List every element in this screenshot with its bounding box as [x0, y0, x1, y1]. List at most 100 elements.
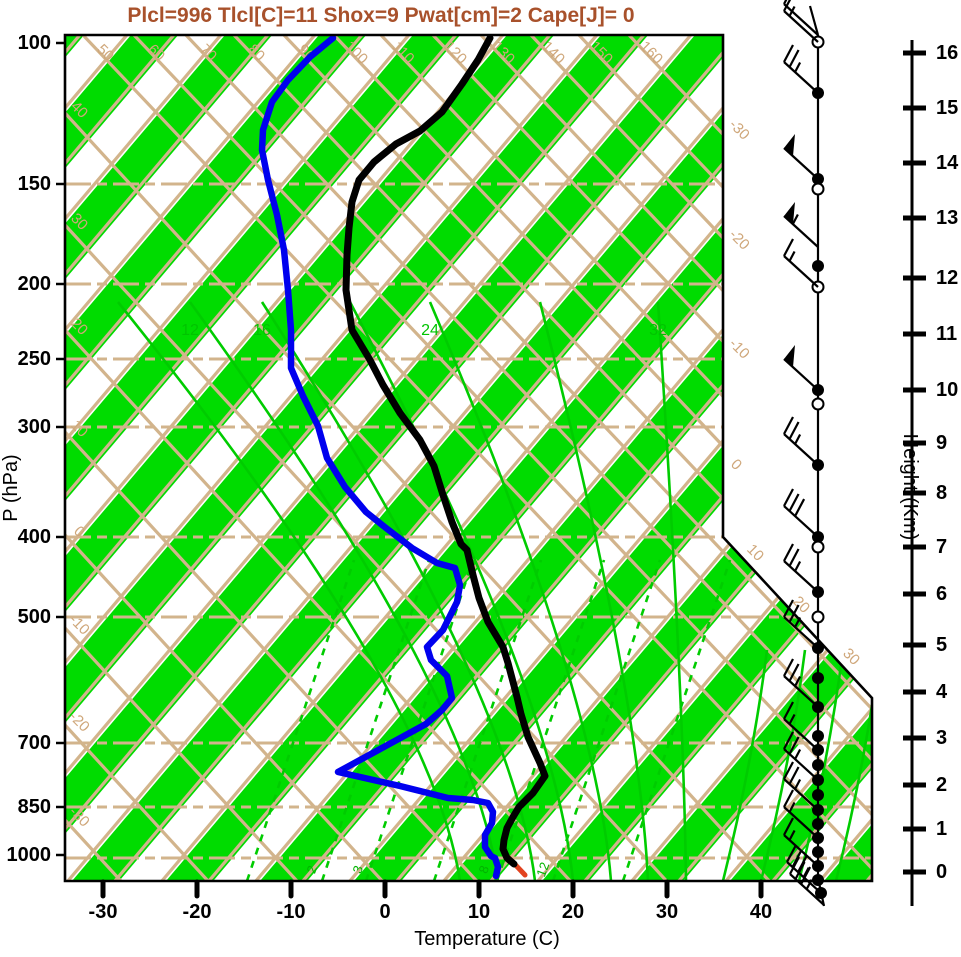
wind-barb-shaft	[783, 433, 819, 466]
wind-barb-full	[788, 766, 800, 785]
wind-barb-full	[783, 817, 794, 836]
height-tick-label: 3	[936, 727, 947, 749]
moist-adiabat-line	[260, 301, 537, 881]
wind-barb-half	[788, 6, 796, 17]
wind-level-dot	[812, 874, 824, 886]
wind-barb-full	[783, 543, 794, 562]
moist-adiabat-label: 24	[421, 322, 439, 339]
pressure-tick-label: 700	[18, 732, 51, 754]
height-tick-label: 11	[936, 323, 957, 345]
dry-adiabat-line	[75, 35, 872, 881]
wind-barb-shaft	[789, 873, 825, 906]
wind-barb-full	[783, 599, 794, 618]
wind-barb-full	[783, 658, 794, 677]
dry-adiabat-line	[276, 35, 872, 881]
moist-adiabat-line	[538, 301, 650, 881]
isotherm-line	[65, 35, 513, 881]
wind-level-dot	[812, 260, 824, 272]
isotherm-line	[101, 35, 842, 881]
wind-barb-full	[783, 731, 794, 750]
plot-border	[63, 33, 874, 883]
green-band	[65, 35, 840, 881]
temperature-axis-title: Temperature (C)	[414, 928, 560, 950]
wind-barb-half	[794, 617, 802, 628]
height-axis-title: Height (Km)	[899, 434, 921, 541]
pressure-tick-label: 500	[18, 606, 51, 628]
dry-adiabat-line	[65, 430, 491, 881]
wind-barb-full	[794, 498, 806, 517]
isotherm-line	[65, 35, 325, 881]
isotherm-label: -30	[726, 116, 753, 143]
green-band	[629, 35, 872, 881]
moist-adiabat-line	[721, 649, 769, 881]
mixing-ratio-line	[495, 559, 606, 881]
wind-barb-shaft	[783, 61, 819, 94]
wind-level-dot	[812, 846, 824, 858]
temperature-tick-label: 10	[468, 901, 490, 923]
wind-barb-full	[788, 663, 800, 682]
sounding-curves	[258, 34, 549, 880]
wind-barb-full	[783, 238, 794, 257]
dry-adiabat-line	[65, 111, 784, 881]
height-tick-label: 8	[936, 482, 947, 504]
wind-barb-full	[788, 548, 800, 567]
green-band	[65, 35, 652, 881]
mixing-ratio-label: 2	[303, 863, 320, 875]
wind-barb-full	[788, 736, 800, 755]
isotherm-line	[618, 35, 872, 881]
wind-barb-half	[788, 830, 796, 841]
wind-level-circle	[811, 610, 825, 624]
mixing-ratio-line	[432, 559, 543, 881]
isotherm-lines	[65, 35, 872, 881]
height-tick-label: 4	[936, 681, 948, 703]
isotherm-line	[65, 35, 419, 881]
wind-staff-top	[808, 5, 820, 36]
wind-barb-half	[788, 251, 796, 262]
pressure-tick-label: 100	[18, 32, 51, 54]
wind-barb-shaft	[783, 778, 819, 811]
wind-barb-shaft	[783, 675, 819, 708]
wind-level-dot	[812, 730, 824, 742]
isotherm-line	[65, 35, 278, 881]
green-band	[723, 35, 872, 881]
green-band	[65, 35, 464, 881]
isotherm-line	[65, 35, 231, 881]
wind-level-circle	[811, 397, 825, 411]
wind-barb-shaft	[783, 10, 819, 43]
moist-adiabat-line	[428, 301, 613, 881]
temperature-tick-label: 0	[379, 901, 390, 923]
wind-level-dot	[812, 672, 824, 684]
moist-adiabat-line	[348, 301, 575, 881]
isotherm-line	[65, 35, 748, 881]
dewpoint-curve	[258, 34, 502, 880]
wind-barb-full	[783, 789, 794, 808]
mixing-ratio-line	[364, 559, 475, 881]
pressure-tick-label: 400	[18, 526, 51, 548]
isotherm-line	[65, 35, 560, 881]
wind-barb-shaft	[783, 560, 819, 593]
mixing-ratio-line	[320, 559, 431, 881]
green-band	[253, 35, 872, 881]
isotherm-line	[65, 35, 466, 881]
wind-barb-full	[783, 44, 794, 63]
wind-barb-shaft	[783, 3, 819, 36]
isotherm-line	[65, 35, 607, 881]
wind-barb-half	[794, 676, 802, 687]
wind-level-circle	[811, 540, 825, 554]
wind-barb-full	[788, 49, 800, 68]
wind-barb-half	[794, 561, 802, 572]
pressure-tick-label: 150	[18, 173, 51, 195]
height-tick-label: 15	[936, 97, 958, 119]
wind-barb-shaft	[783, 358, 819, 391]
wind-level-circle	[811, 182, 825, 196]
height-tick-label: 10	[936, 379, 958, 401]
wind-barb-full	[788, 604, 800, 623]
dry-adiabat-line	[473, 35, 872, 881]
height-tick-label: 13	[936, 207, 958, 229]
temperature-tick-label: -20	[183, 901, 212, 923]
wind-barb-half	[794, 779, 802, 790]
wind-barb-full	[800, 866, 812, 885]
wind-level-dot	[812, 818, 824, 830]
wind-barb-full	[783, 761, 794, 780]
